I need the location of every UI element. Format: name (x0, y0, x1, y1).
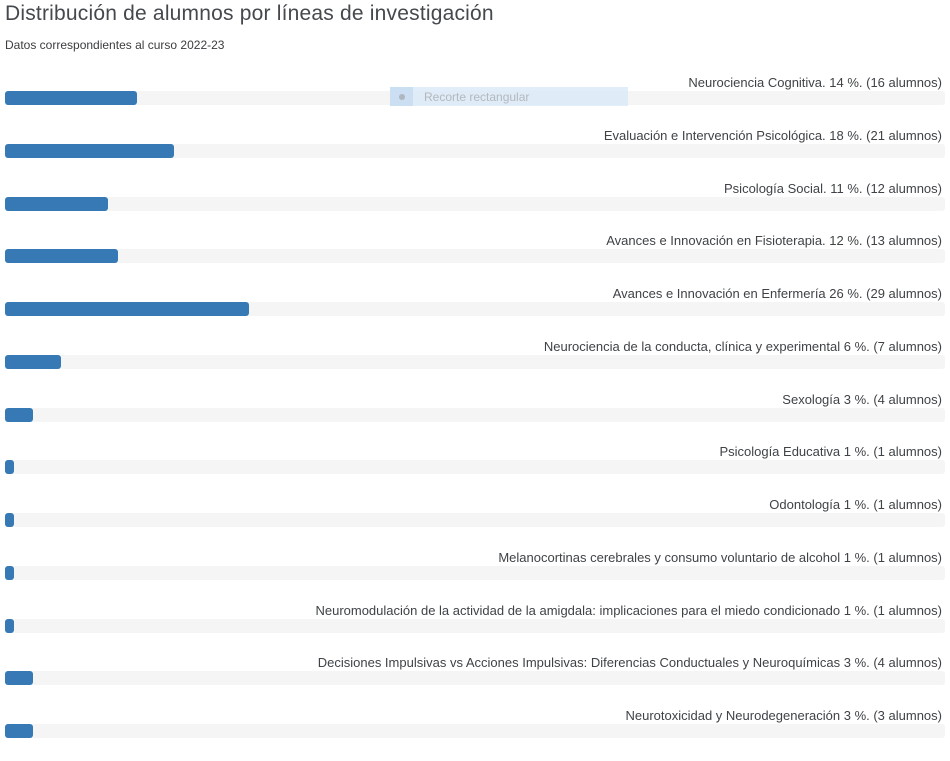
chart-row: Avances e Innovación en Fisioterapia. 12… (5, 233, 945, 286)
bar-label: Neurociencia Cognitiva. 14 %. (16 alumno… (688, 75, 942, 90)
chart-row: Avances e Innovación en Enfermería 26 %.… (5, 286, 945, 339)
bar-label: Neurociencia de la conducta, clínica y e… (543, 338, 942, 354)
bar-label: Decisiones Impulsivas vs Acciones Impuls… (317, 655, 942, 671)
bar-label: Odontología 1 %. (1 alumnos) (769, 497, 942, 512)
bar-track (5, 724, 945, 738)
bar-label: Melanocortinas cerebrales y consumo volu… (498, 549, 942, 565)
bar-fill (5, 249, 118, 264)
chart-row: Evaluación e Intervención Psicológica. 1… (5, 128, 945, 181)
chart-row: Sexología 3 %. (4 alumnos) (5, 392, 945, 445)
chart-row: Psicología Social. 11 %. (12 alumnos) (5, 181, 945, 234)
bar-track (5, 407, 945, 422)
bar-track (5, 671, 945, 686)
bar-label: Neurotoxicidad y Neurodegeneración 3 %. … (625, 708, 942, 723)
bar-fill (5, 618, 15, 633)
snip-mode-label: Recorte rectangular (424, 89, 530, 104)
bar-track (5, 565, 945, 580)
bar-fill (5, 407, 34, 422)
bar-track (5, 460, 945, 475)
chart-row: Melanocortinas cerebrales y consumo volu… (5, 550, 945, 603)
page-title: Distribución de alumnos por líneas de in… (5, 2, 494, 25)
bar-fill (5, 196, 109, 211)
bar-label: Psicología Social. 11 %. (12 alumnos) (724, 180, 942, 196)
snip-mode-icon-box (390, 87, 413, 106)
snip-mode-menu-item[interactable]: Recorte rectangular (390, 87, 628, 106)
bar-track (5, 143, 945, 158)
chart-row: Neurotoxicidad y Neurodegeneración 3 %. … (5, 708, 945, 761)
chart-row: Neuromodulación de la actividad de la am… (5, 603, 945, 656)
bar-fill (5, 724, 34, 738)
dot-icon (398, 93, 405, 100)
bar-fill (5, 460, 15, 475)
bar-fill (5, 91, 137, 105)
chart-row: Odontología 1 %. (1 alumnos) (5, 497, 945, 550)
bar-label: Avances e Innovación en Fisioterapia. 12… (606, 233, 942, 249)
page-subtitle: Datos correspondientes al curso 2022-23 (5, 38, 225, 52)
bar-label: Avances e Innovación en Enfermería 26 %.… (612, 286, 942, 301)
bar-fill (5, 354, 62, 369)
bar-fill (5, 143, 175, 158)
bar-fill (5, 671, 34, 686)
bar-track (5, 249, 945, 264)
bar-label: Psicología Educativa 1 %. (1 alumnos) (719, 444, 942, 460)
chart-row: Decisiones Impulsivas vs Acciones Impuls… (5, 655, 945, 708)
bar-track (5, 302, 945, 316)
bar-label: Neuromodulación de la actividad de la am… (315, 602, 942, 618)
bar-fill (5, 302, 250, 316)
chart-row: Psicología Educativa 1 %. (1 alumnos) (5, 444, 945, 497)
bar-label: Evaluación e Intervención Psicológica. 1… (603, 127, 942, 143)
bar-track (5, 196, 945, 211)
bar-fill (5, 565, 15, 580)
chart-row: Neurociencia de la conducta, clínica y e… (5, 339, 945, 392)
bar-label: Sexología 3 %. (4 alumnos) (782, 391, 942, 407)
bar-chart: Neurociencia Cognitiva. 14 %. (16 alumno… (5, 75, 945, 761)
bar-track (5, 513, 945, 527)
bar-track (5, 354, 945, 369)
bar-fill (5, 513, 15, 527)
bar-track (5, 618, 945, 633)
